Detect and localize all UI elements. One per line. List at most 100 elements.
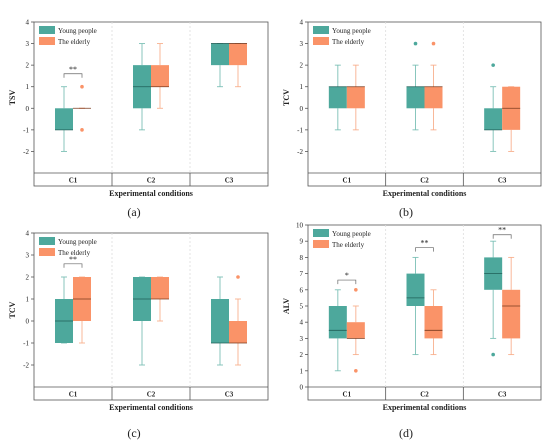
box-elderly [424, 306, 443, 339]
category-label: C2 [147, 177, 156, 185]
category-label: C3 [225, 177, 234, 185]
legend-swatch-young [313, 26, 329, 34]
y-tick-label: 4 [300, 19, 304, 27]
y-tick-label: 4 [26, 230, 30, 238]
category-label: C2 [420, 391, 429, 399]
y-tick-label: 10 [296, 222, 304, 230]
y-tick-label: 3 [26, 252, 30, 260]
outlier-point-elderly [80, 128, 84, 132]
y-tick-label: -1 [23, 126, 29, 134]
legend-swatch-elderly [313, 37, 329, 45]
y-tick-label: 0 [26, 105, 30, 113]
chart-panel-1: -2 -1 0 1 2 3 4 TSV C1 C2 C3 Experimental condition… [8, 19, 269, 219]
x-axis-title: Experimental conditions [109, 189, 193, 198]
category-label: C3 [498, 177, 507, 185]
y-tick-label: 0 [300, 384, 304, 392]
y-tick-label: 4 [26, 19, 30, 27]
plot-frame [307, 21, 542, 187]
category-label: C3 [498, 391, 507, 399]
legend-label-elderly: The elderly [58, 38, 91, 46]
panel-label: (a) [127, 205, 140, 219]
box-young [406, 273, 425, 306]
significance-bracket [492, 234, 512, 239]
box-young [328, 86, 347, 109]
y-tick-label: 2 [300, 62, 304, 70]
y-axis-title: TSV [8, 89, 17, 105]
y-tick-label: -2 [297, 148, 303, 156]
y-tick-label: 3 [300, 335, 304, 343]
box-elderly [346, 322, 365, 339]
outlier-point-young [491, 63, 495, 67]
box-elderly [151, 65, 169, 87]
x-axis-title: Experimental conditions [383, 403, 467, 412]
box-young [55, 108, 73, 130]
significance-marker: ** [498, 226, 506, 235]
x-axis-title: Experimental conditions [383, 189, 467, 198]
box-elderly [502, 289, 521, 339]
y-tick-label: 9 [300, 238, 304, 246]
y-tick-label: 0 [26, 318, 30, 326]
significance-marker: ** [69, 65, 77, 74]
y-tick-label: -2 [23, 362, 29, 370]
y-tick-label: 1 [300, 367, 304, 375]
category-label: C1 [343, 177, 352, 185]
plot-frame [33, 21, 269, 187]
legend-label-elderly: The elderly [332, 38, 365, 46]
y-tick-label: 1 [26, 296, 30, 304]
outlier-point-elderly [80, 84, 84, 89]
chart-panel-3: -2 -1 0 1 2 3 4 TCV C1 C2 C3 Experimental condition… [8, 230, 269, 440]
y-tick-label: 2 [300, 351, 304, 359]
y-tick-label: 3 [300, 40, 304, 48]
y-tick-label: -1 [23, 340, 29, 348]
outlier-point-young [491, 352, 495, 357]
y-tick-label: 2 [26, 62, 30, 70]
category-label: C1 [69, 391, 78, 399]
legend-label-young: Young people [58, 238, 97, 246]
legend-swatch-elderly [39, 248, 55, 256]
box-young [406, 86, 425, 109]
chart-panel-2: -2 -1 0 1 2 3 4 TCV C1 C2 C3 Experimental condition… [282, 19, 542, 219]
y-tick-label: 5 [300, 303, 304, 311]
chart-panel-4: 0 1 2 3 4 5 6 7 8 9 10 ALV C1 C2 C3 Experimental condit… [282, 222, 542, 440]
y-tick-label: 3 [26, 40, 30, 48]
significance-bracket [337, 279, 357, 285]
outlier-point-elderly [236, 275, 240, 279]
panel-label: (d) [399, 426, 413, 440]
legend-swatch-young [39, 26, 55, 34]
significance-marker: ** [69, 255, 77, 264]
legend-label-young: Young people [58, 27, 97, 35]
legend-label-elderly: The elderly [332, 241, 365, 249]
category-label: C3 [225, 391, 234, 399]
significance-marker: ** [421, 239, 429, 248]
legend-swatch-elderly [39, 37, 55, 45]
plot-frame [33, 232, 269, 401]
category-label: C2 [420, 177, 429, 185]
category-label: C1 [343, 391, 352, 399]
box-elderly [151, 277, 169, 299]
legend-label-elderly: The elderly [58, 249, 91, 257]
category-label: C2 [147, 391, 156, 399]
category-label: C1 [69, 177, 78, 185]
significance-bracket [63, 73, 83, 78]
significance-bracket [63, 263, 83, 268]
box-young [328, 306, 347, 339]
significance-bracket [415, 247, 434, 252]
y-tick-label: 1 [300, 83, 304, 91]
panel-label: (c) [127, 426, 140, 440]
y-axis-title: TCV [282, 89, 291, 106]
legend-swatch-young [313, 229, 329, 237]
significance-marker: * [345, 271, 349, 280]
y-tick-label: -2 [23, 148, 29, 156]
outlier-point-young [413, 41, 418, 46]
legend-label-young: Young people [332, 27, 371, 35]
y-tick-label: 2 [26, 274, 30, 282]
x-axis-title: Experimental conditions [109, 403, 193, 412]
outlier-point-elderly [354, 369, 358, 373]
box-elderly [229, 321, 247, 343]
y-tick-label: 4 [300, 319, 304, 327]
y-tick-label: 7 [300, 270, 304, 278]
panel-label: (b) [399, 205, 413, 219]
box-young [484, 108, 503, 130]
legend-swatch-elderly [313, 240, 329, 248]
box-young [211, 299, 229, 343]
